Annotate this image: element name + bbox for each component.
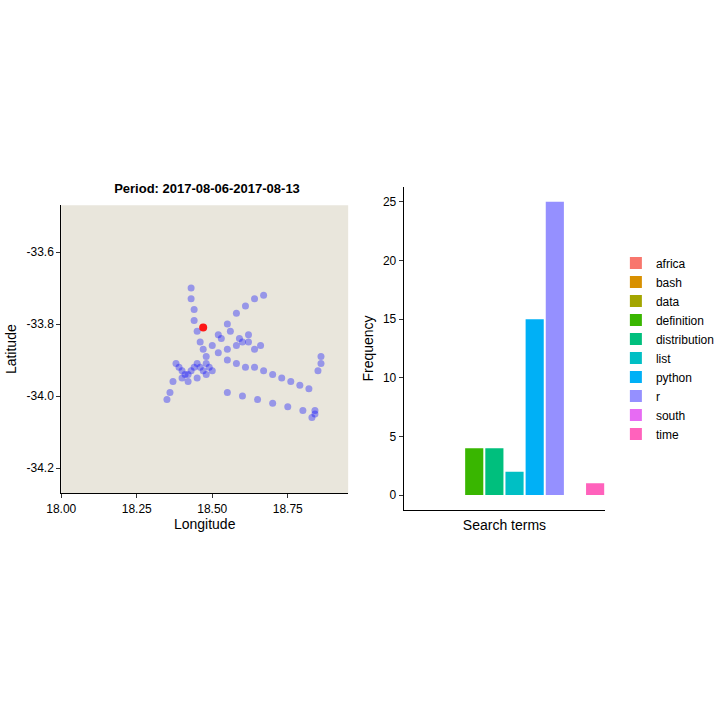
svg-text:Period: 2017-08-06-2017-08-13: Period: 2017-08-06-2017-08-13 [114, 181, 300, 196]
svg-text:10: 10 [383, 371, 397, 385]
svg-text:20: 20 [383, 254, 397, 268]
svg-text:25: 25 [383, 195, 397, 209]
svg-text:data: data [656, 295, 680, 309]
svg-text:-34.2: -34.2 [26, 461, 54, 475]
svg-text:-33.8: -33.8 [26, 317, 54, 331]
svg-text:Search terms: Search terms [463, 517, 546, 533]
svg-text:5: 5 [390, 430, 397, 444]
svg-text:list: list [656, 352, 671, 366]
svg-text:time: time [656, 428, 679, 442]
svg-text:definition: definition [656, 314, 704, 328]
svg-text:Frequency: Frequency [360, 315, 376, 381]
svg-text:r: r [656, 390, 660, 404]
svg-text:-33.6: -33.6 [26, 245, 54, 259]
svg-text:18.50: 18.50 [197, 502, 227, 516]
svg-text:africa: africa [656, 257, 686, 271]
svg-text:18.75: 18.75 [273, 502, 303, 516]
svg-text:-34.0: -34.0 [26, 389, 54, 403]
svg-text:0: 0 [390, 488, 397, 502]
svg-text:18.25: 18.25 [122, 502, 152, 516]
svg-text:Latitude: Latitude [3, 324, 19, 374]
svg-text:Longitude: Longitude [174, 516, 236, 532]
svg-text:bash: bash [656, 276, 682, 290]
svg-text:18.00: 18.00 [46, 502, 76, 516]
svg-text:15: 15 [383, 312, 397, 326]
svg-text:python: python [656, 371, 692, 385]
svg-text:south: south [656, 409, 685, 423]
svg-text:distribution: distribution [656, 333, 714, 347]
